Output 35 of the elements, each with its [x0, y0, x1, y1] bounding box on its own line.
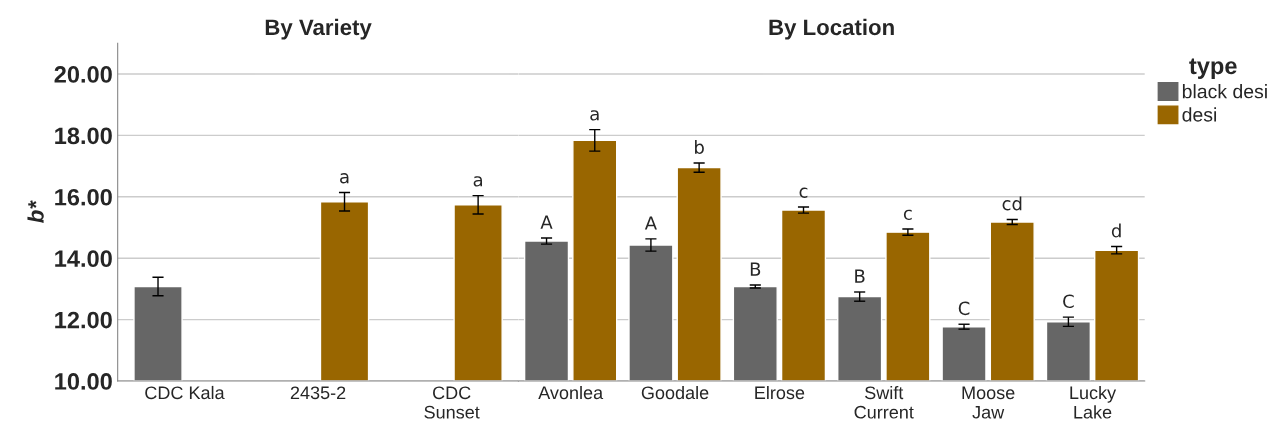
data-label: B: [750, 262, 761, 276]
data-label: a: [473, 176, 483, 187]
x-tick-label: Swift Current: [854, 385, 914, 419]
x-tick-label: CDC Sunset: [424, 386, 480, 419]
y-tick-label: 10.00: [55, 373, 112, 390]
x-tick-label: Elrose: [755, 385, 805, 400]
chart-title: By Location: [769, 18, 894, 40]
y-tick-label: 20.00: [54, 66, 112, 83]
x-tick-label: CDC Kala: [145, 385, 225, 400]
data-label: b: [695, 140, 704, 154]
y-tick-label: 18.00: [55, 127, 112, 145]
data-label: c: [903, 209, 912, 220]
y-tick-label: 12.00: [55, 311, 112, 329]
y-tick-label: 16.00: [55, 188, 112, 206]
data-label: A: [540, 215, 553, 229]
data-label: B: [855, 269, 865, 283]
x-tick-label: Lucky Lake: [1070, 385, 1117, 419]
data-label: cd: [1002, 196, 1022, 211]
legend-label: black desi: [1182, 84, 1267, 99]
x-tick-label: Avonlea: [538, 385, 604, 400]
legend-title: type: [1189, 58, 1237, 79]
data-label: a: [590, 110, 599, 121]
chart-title: By Variety: [265, 18, 372, 40]
data-label: C: [1063, 294, 1074, 309]
data-label: d: [1111, 223, 1121, 238]
x-tick-label: Moose Jaw: [962, 386, 1015, 419]
y-axis-title: b*: [27, 200, 44, 223]
data-label: A: [644, 216, 657, 230]
data-label: a: [340, 173, 349, 184]
x-tick-label: Goodale: [641, 385, 709, 400]
y-tick-label: 14.00: [55, 250, 112, 268]
data-label: c: [799, 187, 808, 198]
data-label: C: [958, 301, 970, 316]
legend-label: desi: [1182, 107, 1217, 122]
x-tick-label: 2435-2: [290, 386, 346, 400]
